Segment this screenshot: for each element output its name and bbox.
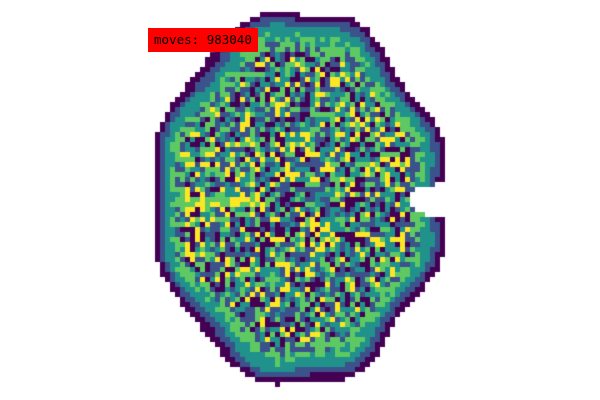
moves-label-prefix: moves: — [154, 32, 200, 47]
moves-counter-badge: moves: 983040 — [148, 28, 258, 52]
moves-label-value: 983040 — [206, 32, 252, 47]
